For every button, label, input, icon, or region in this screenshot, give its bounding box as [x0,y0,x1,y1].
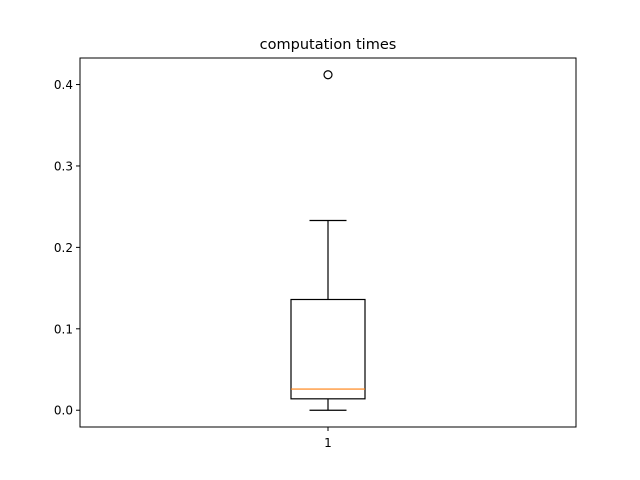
chart-title: computation times [260,37,397,53]
y-axis: 0.0 0.1 0.2 0.3 0.4 [54,78,80,418]
y-tick-label: 0.0 [54,404,73,418]
box-iqr [290,298,366,400]
y-tick-label: 0.3 [54,159,73,173]
box-series [290,70,366,411]
y-tick-label: 0.2 [54,241,73,255]
plot-area-frame [79,57,577,428]
y-tick-label: 0.4 [54,78,73,92]
x-tick-label: 1 [324,436,332,450]
outlier-point [323,70,333,80]
y-tick-label: 0.1 [54,322,73,336]
x-axis: 1 [324,427,332,450]
